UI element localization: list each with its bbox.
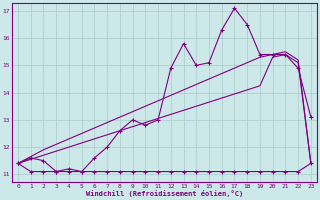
X-axis label: Windchill (Refroidissement éolien,°C): Windchill (Refroidissement éolien,°C) — [86, 190, 243, 197]
